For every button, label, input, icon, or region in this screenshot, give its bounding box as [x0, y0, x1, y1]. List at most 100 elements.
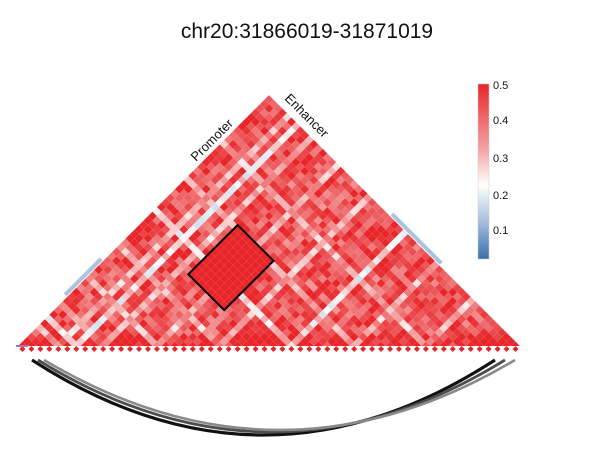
heatmap-cell: [381, 292, 391, 302]
heatmap-cell: [286, 153, 296, 163]
heatmap-cell: [291, 157, 301, 167]
snp-marker: [261, 346, 268, 352]
heatmap-cell: [403, 278, 413, 288]
snp-marker: [73, 346, 80, 352]
colorbar-tick: 0.4: [493, 115, 508, 127]
heatmap-cell: [403, 305, 413, 315]
heatmap-cell: [174, 211, 184, 221]
heatmap-cell: [318, 229, 328, 239]
heatmap-cell: [372, 301, 382, 311]
heatmap-cell: [300, 229, 310, 239]
heatmap-cell: [291, 337, 301, 346]
snp-marker: [55, 346, 62, 352]
heatmap-cell: [430, 269, 440, 279]
heatmap-cell: [206, 287, 216, 297]
heatmap-cell: [192, 175, 202, 185]
heatmap-cell: [147, 319, 157, 329]
heatmap-cell: [112, 310, 122, 320]
heatmap-cell: [174, 193, 184, 203]
heatmap-cell: [340, 269, 350, 279]
heatmap-cell: [116, 296, 126, 306]
heatmap-cell: [390, 319, 399, 329]
colorbar-tick: 0.2: [493, 190, 508, 202]
heatmap-cell: [381, 265, 391, 275]
heatmap-cell: [246, 337, 256, 346]
heatmap-cell: [224, 314, 234, 324]
heatmap-cell: [282, 121, 292, 131]
heatmap-cell: [134, 314, 144, 324]
heatmap-cell: [85, 310, 95, 320]
heatmap-cell: [98, 314, 108, 324]
heatmap-cell: [318, 256, 328, 266]
heatmap-cell: [434, 265, 444, 275]
heatmap-cell: [430, 287, 440, 297]
heatmap-cell: [94, 274, 104, 284]
heatmap-cell: [273, 292, 283, 302]
heatmap-cell: [89, 278, 99, 288]
heatmap-cell: [322, 224, 332, 234]
heatmap-cells: [18, 95, 520, 346]
heatmap-cell: [264, 193, 274, 203]
heatmap-cell: [112, 337, 122, 346]
heatmap-cell: [354, 220, 364, 230]
heatmap-cell: [130, 274, 140, 284]
heatmap-cell: [345, 193, 355, 203]
heatmap-cell: [161, 269, 171, 279]
heatmap-cell: [349, 198, 359, 208]
heatmap-cell: [269, 198, 278, 208]
heatmap-cell: [85, 337, 95, 346]
heatmap-cell: [390, 220, 399, 230]
heatmap-cell: [403, 287, 413, 297]
heatmap-cell: [26, 332, 36, 342]
heatmap-cell: [143, 305, 153, 315]
heatmap-cell: [161, 314, 171, 324]
heatmap-cell: [228, 256, 238, 266]
heatmap-cell: [107, 260, 117, 270]
heatmap-cell: [94, 301, 104, 311]
heatmap-cell: [156, 310, 166, 320]
interaction-arc: [43, 358, 516, 432]
heatmap-cell: [282, 193, 292, 203]
heatmap-cell: [313, 278, 323, 288]
heatmap-cell: [443, 292, 453, 302]
heatmap-cell: [192, 256, 202, 266]
heatmap-cell: [269, 162, 278, 172]
heatmap-cell: [421, 332, 431, 342]
heatmap-cell: [398, 247, 408, 257]
interaction-arc: [31, 358, 496, 437]
heatmap-cell: [192, 319, 202, 329]
heatmap-cell: [206, 323, 216, 333]
heatmap-cell: [147, 256, 157, 266]
heatmap-cell: [318, 157, 328, 167]
heatmap-cell: [255, 211, 265, 221]
heatmap-cell: [349, 260, 359, 270]
heatmap-cell: [327, 256, 337, 266]
heatmap-cell: [367, 323, 377, 333]
heatmap-cell: [264, 202, 274, 212]
heatmap-cell: [313, 162, 323, 172]
heatmap-cell: [381, 319, 391, 329]
heatmap-cell: [237, 310, 247, 320]
heatmap-cell: [242, 332, 252, 342]
heatmap-cell: [161, 305, 171, 315]
heatmap-cell: [349, 278, 359, 288]
heatmap-cell: [233, 314, 243, 324]
heatmap-cell: [300, 274, 310, 284]
heatmap-cell: [58, 328, 68, 338]
heatmap-cell: [251, 135, 261, 145]
heatmap-cell: [255, 121, 265, 131]
heatmap-cell: [349, 269, 359, 279]
heatmap-cell: [143, 278, 153, 288]
heatmap-cell: [224, 162, 234, 172]
heatmap-cell: [224, 198, 234, 208]
heatmap-cell: [260, 189, 269, 199]
heatmap-cell: [224, 180, 234, 190]
heatmap-cell: [206, 278, 216, 288]
heatmap-cell: [116, 242, 126, 252]
heatmap-cell: [381, 328, 391, 338]
snp-marker: [476, 346, 483, 352]
heatmap-cell: [98, 332, 108, 342]
heatmap-cell: [210, 283, 220, 293]
snp-marker: [162, 346, 169, 352]
heatmap-cell: [286, 296, 296, 306]
